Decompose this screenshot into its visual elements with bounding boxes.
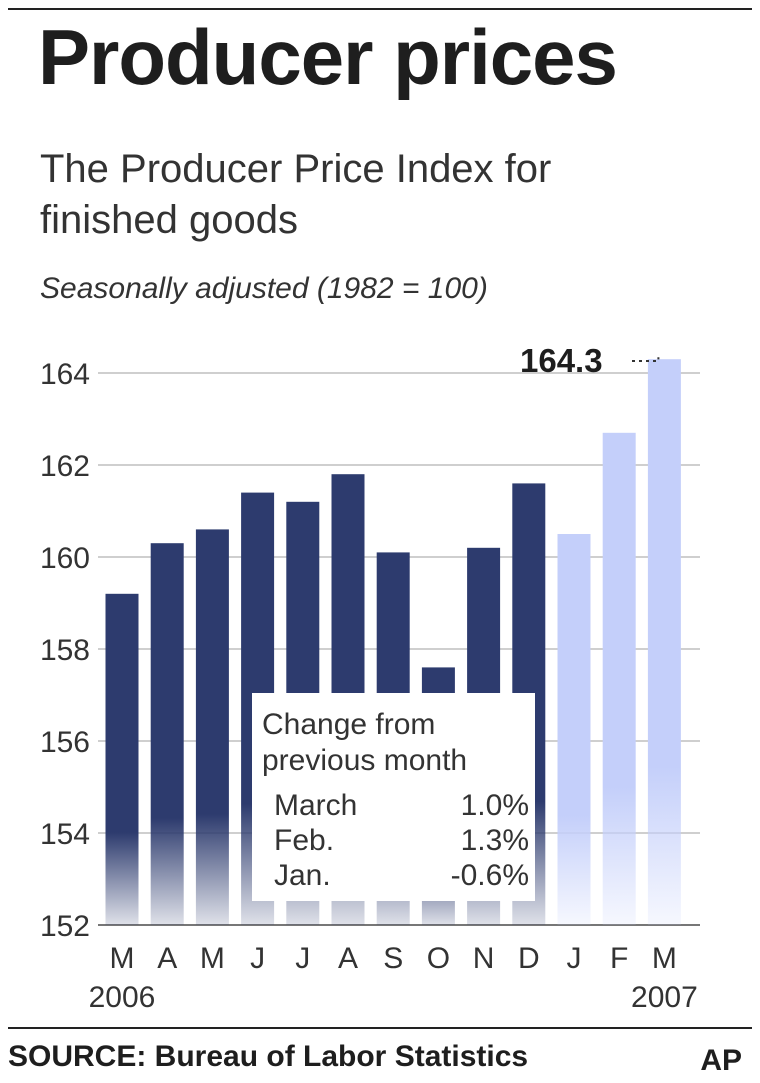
year-label: 2006: [89, 981, 156, 1014]
y-tick-label: 162: [40, 450, 90, 483]
inset-row-jan: Jan. -0.6%: [274, 859, 529, 895]
chart-title: Producer prices: [38, 13, 618, 101]
bar: [647, 359, 681, 925]
inset-row-value: 1.0%: [460, 789, 529, 822]
year-label: 2007: [631, 981, 698, 1014]
inset-row-value: -0.6%: [450, 859, 529, 892]
y-tick-label: 160: [40, 542, 90, 575]
bar: [105, 593, 139, 925]
change-inset: Change from previous month March 1.0% Fe…: [252, 693, 535, 901]
value-annotation: 164.3: [520, 342, 603, 379]
bar: [150, 543, 184, 925]
x-tick-label: S: [383, 942, 403, 975]
chart-note: Seasonally adjusted (1982 = 100): [40, 272, 488, 305]
x-tick-label: O: [427, 942, 450, 975]
x-tick-label: M: [652, 942, 677, 975]
inset-row-label: Jan.: [274, 859, 331, 892]
inset-row-label: Feb.: [274, 824, 335, 857]
x-tick-label: M: [110, 942, 135, 975]
inset-row-value: 1.3%: [460, 824, 529, 857]
annotation-leader: [632, 357, 660, 362]
top-rule: [8, 8, 752, 10]
inset-row-label: March: [274, 789, 358, 822]
x-tick-label: F: [610, 942, 628, 975]
bar: [195, 529, 229, 925]
y-tick-label: 156: [40, 726, 90, 759]
chart-subtitle: The Producer Price Index for finished go…: [40, 147, 552, 243]
x-tick-label: J: [567, 942, 582, 975]
bar: [557, 534, 591, 925]
inset-heading: Change from previous month: [262, 708, 468, 777]
x-tick-label: N: [473, 942, 495, 975]
y-tick-label: 158: [40, 634, 90, 667]
bottom-rule: [8, 1027, 752, 1029]
x-tick-label: J: [295, 942, 310, 975]
inset-row-feb: Feb. 1.3%: [274, 824, 529, 860]
x-tick-label: A: [157, 942, 177, 975]
x-tick-label: A: [338, 942, 358, 975]
y-tick-label: 152: [40, 910, 90, 943]
bar: [602, 432, 636, 925]
credit-label: AP: [700, 1044, 742, 1077]
x-tick-label: J: [250, 942, 265, 975]
inset-row-march: March 1.0%: [274, 789, 529, 825]
y-tick-label: 154: [40, 818, 90, 851]
x-tick-label: M: [200, 942, 225, 975]
source-line: SOURCE: Bureau of Labor Statistics: [8, 1040, 529, 1073]
y-tick-label: 164: [40, 358, 90, 391]
x-tick-label: D: [518, 942, 540, 975]
